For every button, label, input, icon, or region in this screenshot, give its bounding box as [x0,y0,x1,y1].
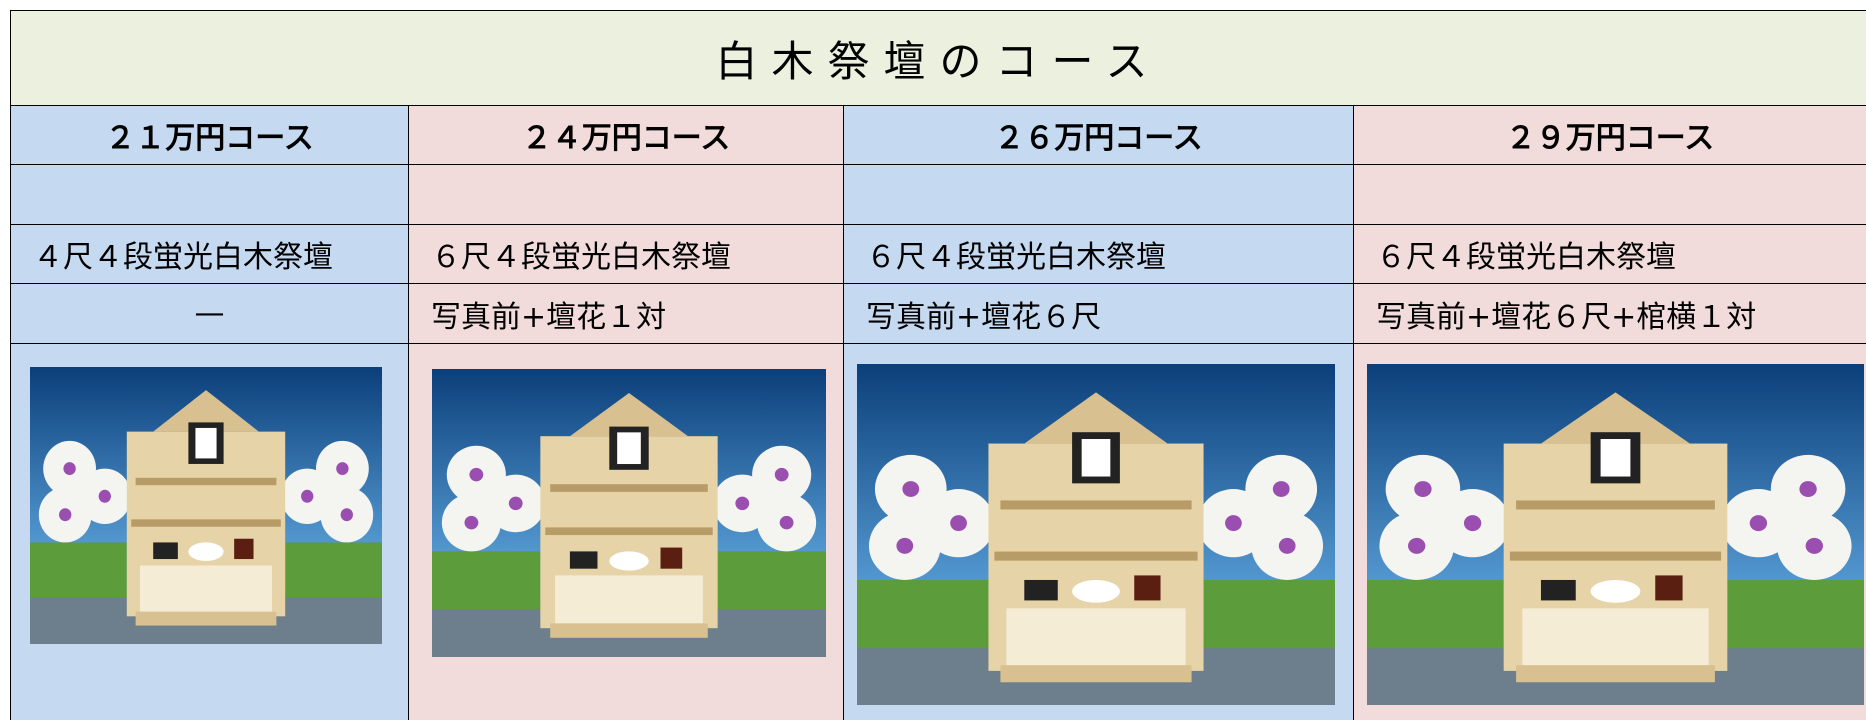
altar-shape [1414,481,1432,497]
altar-shape [135,477,277,486]
empty-cell [843,164,1353,224]
altar-shape [857,579,989,649]
empty-cell [1353,164,1866,224]
altar-name: ６尺４段蛍光白木祭壇 [843,224,1353,283]
empty-cell [408,164,843,224]
altar-shape [508,496,523,511]
course-header: ２４万円コース [408,105,843,164]
altar-shape [1203,579,1335,649]
altar-shape [896,537,914,554]
altar-name: ４尺４段蛍光白木祭壇 [10,224,408,283]
altar-shape [1225,515,1242,532]
altar-shape [902,481,920,497]
altar-shape [1540,579,1576,601]
altar-shape [432,551,541,609]
altar-shape [1072,579,1120,603]
altar-shape [1509,551,1722,561]
altar-shape [550,623,708,638]
options: 写真前+壇花６尺 [843,283,1353,343]
altar-shape [1655,575,1683,601]
altar-shape [1590,579,1641,603]
altar-shape [1408,537,1426,554]
options: 写真前+壇花６尺+棺横１対 [1353,283,1866,343]
altar-shape [98,489,111,503]
altar-shape [1799,481,1817,497]
altar-shape [464,515,479,530]
altar-shape [550,484,708,492]
altar-photo [30,367,382,644]
altar-shape [1134,575,1161,601]
altar-shape [1540,392,1691,444]
altar-shape [779,515,794,530]
altar-name: ６尺４段蛍光白木祭壇 [1353,224,1866,283]
altar-shape [1024,392,1168,444]
altar-shape [234,538,254,560]
altar-shape [569,393,689,437]
altar-shape [1805,537,1823,554]
altar-photo [1367,364,1864,705]
altar-shape [1000,500,1192,510]
altar-shape [1522,608,1709,666]
altar-shape [1600,439,1631,477]
altar-shape [63,462,76,476]
altar-shape [774,467,789,482]
course-header: ２１万円コース [10,105,408,164]
altar-shape [660,547,683,569]
altar-shape [1463,515,1482,532]
table-title: 白木祭壇のコース [10,10,1866,105]
altar-shape [1749,515,1768,532]
altar-shape [1516,665,1715,683]
altar-shape [555,575,703,624]
altar-shape [950,515,967,532]
altar-shape [336,462,349,476]
altar-shape [30,542,127,598]
altar-shape [131,519,281,527]
altar-shape [1024,579,1058,601]
altar-shape [188,542,224,561]
altar-shape [301,489,314,503]
altar-shape [1727,579,1864,649]
course-header: ２６万円コース [843,105,1353,164]
altar-shape [469,467,484,482]
altar-shape [153,542,178,560]
altar-shape [195,427,217,459]
altar-shape [153,390,259,432]
altar-shape [1272,481,1290,497]
altar-shape [1367,579,1504,649]
altar-name: ６尺４段蛍光白木祭壇 [408,224,843,283]
options: 写真前+壇花１対 [408,283,843,343]
altar-shape [1006,608,1186,666]
altar-shape [59,508,72,522]
options: — [10,283,408,343]
altar-shape [1516,500,1715,510]
altar-photo [857,364,1335,705]
altar-shape [717,551,826,609]
altar-photo [432,369,826,657]
altar-shape [617,432,641,465]
altar-shape [340,508,353,522]
altar-shape [1081,439,1111,477]
altar-shape [994,551,1198,561]
empty-cell [10,164,408,224]
altar-shape [1000,665,1192,683]
altar-shape [735,496,750,511]
altar-shape [285,542,382,598]
altar-shape [1278,537,1296,554]
altar-shape [135,611,277,626]
altar-shape [545,527,713,536]
course-header: ２９万円コース [1353,105,1866,164]
altar-shape [609,551,649,571]
altar-shape [140,565,272,612]
altar-shape [569,551,598,569]
